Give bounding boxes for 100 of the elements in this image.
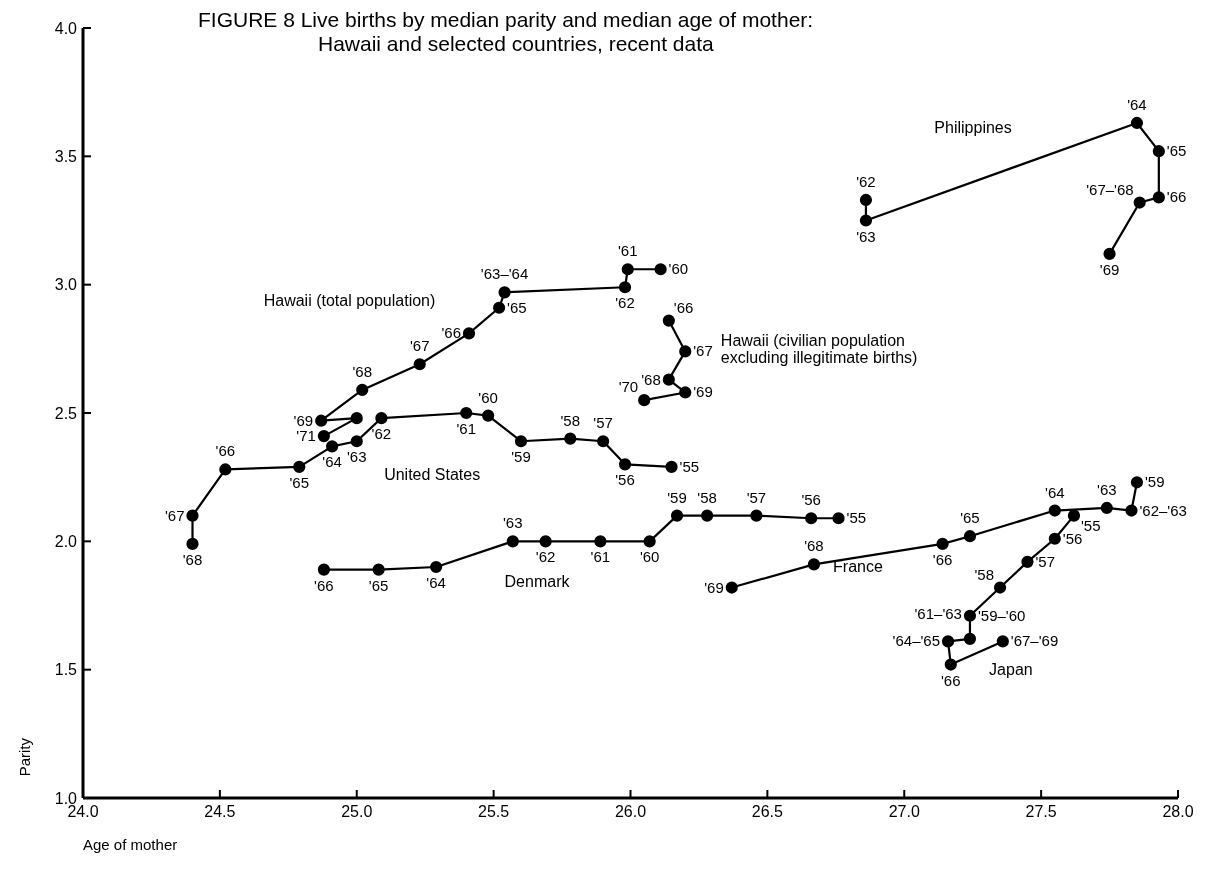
point (1021, 555, 1034, 568)
annotation: '63 (503, 514, 523, 532)
annotation: '63–'64 (480, 265, 529, 283)
point (460, 406, 473, 420)
point (963, 530, 977, 543)
point (662, 373, 675, 386)
series-label: Philippines (934, 119, 1012, 137)
point (621, 263, 634, 276)
point (807, 558, 821, 571)
point (662, 314, 675, 327)
annotation: '56 (615, 471, 635, 489)
x-tick-label: 25.5 (478, 803, 510, 821)
point (462, 327, 476, 340)
point (679, 345, 692, 358)
annotation: '67–'68 (1086, 180, 1134, 198)
annotation: '58 (974, 565, 995, 583)
annotation: '71 (296, 427, 316, 445)
annotation: '55 (1080, 516, 1101, 534)
annotation: '64 (1127, 95, 1147, 113)
y-tick-label: 2.0 (54, 533, 78, 551)
annotation: '68 (182, 550, 203, 568)
annotation: '64 (1045, 483, 1065, 501)
point (654, 263, 667, 276)
annotation: '67–'69 (1010, 632, 1059, 650)
annotation: '69 (704, 578, 724, 596)
y-tick-label: 3.5 (54, 148, 78, 166)
annotation: '68 (641, 370, 661, 388)
y-tick-label: 1.5 (54, 661, 78, 679)
annotation: '69 (293, 411, 314, 429)
point (315, 414, 328, 427)
annotation: '55 (846, 509, 867, 527)
point (186, 537, 199, 550)
annotation: '66 (314, 576, 334, 594)
point (506, 535, 519, 548)
point (944, 658, 957, 671)
text: Hawaii (total population) (263, 292, 436, 310)
x-tick-label: 27.5 (1025, 803, 1057, 821)
annotation: '67 (693, 342, 713, 360)
x-tick-label: 28.0 (1162, 803, 1194, 821)
point (317, 430, 330, 443)
x-tick-label: 25.0 (341, 803, 373, 821)
annotation: '62 (615, 294, 635, 312)
x-tick-label: 26.0 (614, 803, 647, 821)
annotation: '57 (593, 414, 613, 432)
annotation: '61 (617, 242, 638, 260)
annotation: '60 (639, 548, 660, 566)
point (638, 394, 651, 407)
annotation: '62 (371, 425, 392, 443)
x-tick-label: 26.5 (751, 803, 784, 821)
point (996, 635, 1009, 648)
point (936, 537, 949, 550)
annotation: '67 (164, 506, 185, 524)
point (350, 435, 363, 448)
point (430, 560, 443, 574)
annotation: '64 (426, 574, 446, 591)
annotation: '66 (941, 671, 961, 689)
point (372, 563, 385, 576)
point (317, 563, 330, 576)
series-label: Denmark (504, 573, 570, 591)
point (1133, 196, 1146, 209)
x-tick-label: 24.5 (204, 803, 236, 821)
annotation: '59 (667, 488, 687, 506)
annotation: '63 (1097, 480, 1117, 498)
y-tick-label: 3.0 (54, 276, 78, 294)
point (832, 512, 845, 525)
annotation: '58 (697, 488, 717, 506)
annotation: '66 (1166, 188, 1187, 206)
y-tick-label: 4.0 (54, 19, 78, 37)
point (1100, 501, 1113, 515)
point (665, 460, 678, 473)
point (1152, 191, 1165, 204)
annotation: '66 (441, 324, 461, 342)
annotation: '57 (1035, 552, 1055, 570)
point (356, 383, 369, 396)
point (186, 509, 199, 522)
point (618, 281, 632, 294)
point (1130, 116, 1144, 130)
annotation: '64–'65 (892, 632, 941, 650)
point (963, 609, 977, 622)
point (1152, 145, 1165, 158)
annotation: '68 (352, 362, 372, 380)
point (750, 509, 763, 522)
annotation: '68 (804, 537, 824, 555)
y-axis-title: Parity (16, 738, 33, 777)
annotation: '59 (1144, 473, 1165, 491)
annotation: '61 (590, 548, 611, 566)
annotation: '66 (673, 298, 694, 316)
point (963, 632, 977, 645)
point (350, 412, 363, 425)
point (597, 435, 610, 448)
annotation: '59–'60 (977, 606, 1026, 624)
point (1048, 504, 1061, 517)
annotation: '65 (1166, 142, 1187, 160)
y-tick-label: 2.5 (54, 404, 78, 422)
annotation: '66 (215, 442, 236, 460)
point (498, 286, 511, 299)
annotation: '55 (679, 457, 700, 475)
annotation: '60 (668, 260, 689, 278)
annotation: '62–'63 (1139, 501, 1187, 519)
annotation: '61–'63 (914, 604, 962, 622)
